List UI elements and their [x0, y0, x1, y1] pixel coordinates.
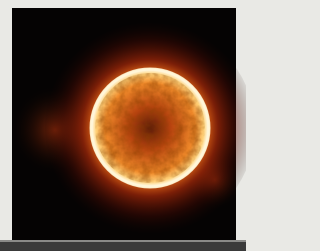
page: (() => { const data = JSON.parse(documen…	[0, 0, 246, 251]
sun-image	[0, 0, 246, 251]
bottom-bar-edge	[0, 240, 246, 242]
sun-texture	[95, 73, 205, 183]
